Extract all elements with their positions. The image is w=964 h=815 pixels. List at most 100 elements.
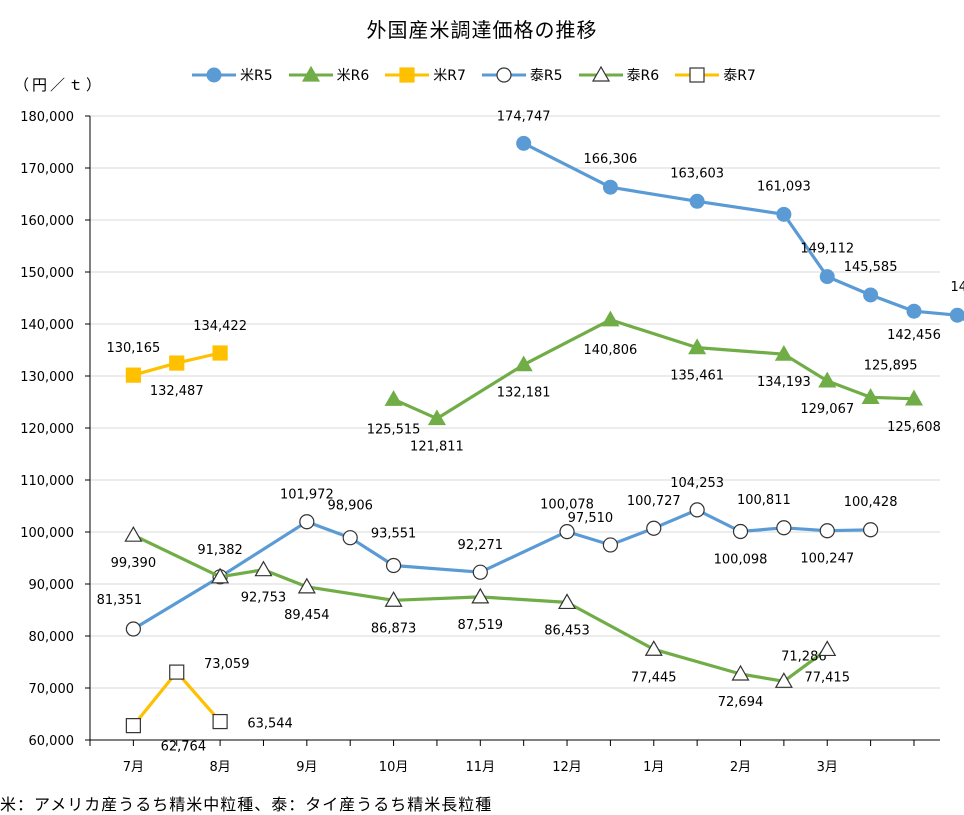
data-point (427, 409, 446, 426)
legend-marker (689, 67, 705, 83)
series-米R6: 125,515 121,811 132,181 140,806 135,461 134,1… (367, 310, 941, 455)
data-point (559, 523, 575, 540)
data-point (125, 718, 141, 734)
data-label: 100,098 (714, 552, 768, 567)
data-label: 100,428 (844, 495, 898, 510)
legend-swatch (192, 67, 236, 83)
data-point (906, 303, 922, 319)
data-point (254, 560, 273, 577)
x-tick-label: 11月 (466, 760, 496, 775)
data-label: 141,694 (950, 280, 964, 295)
data-point (601, 310, 620, 327)
data-label: 174,747 (497, 109, 551, 124)
legend-swatch (675, 67, 720, 83)
legend-label: 泰R5 (529, 68, 563, 84)
legend-item: 泰R6 (577, 65, 659, 85)
data-point (211, 567, 230, 584)
data-label: 125,608 (887, 420, 941, 435)
legend-item: 米R5 (190, 65, 273, 85)
data-point (384, 591, 403, 607)
data-point (297, 577, 316, 594)
data-point (689, 193, 705, 209)
legend-item: 泰R5 (480, 65, 563, 85)
data-point (558, 593, 577, 610)
data-point (731, 664, 750, 681)
x-tick-label: 9月 (296, 760, 317, 775)
legend-marker (301, 65, 320, 82)
y-tick-label: 160,000 (20, 214, 74, 229)
data-point (732, 523, 749, 540)
data-label: 71,286 (781, 649, 827, 664)
data-label: 163,603 (670, 166, 724, 181)
data-point (776, 206, 792, 222)
data-point (212, 345, 228, 361)
x-tick-label: 8月 (209, 760, 230, 775)
legend-label: 泰R7 (723, 68, 756, 84)
series-米R5: 174,747 166,306 163,603 161,093 149,112 145,5… (497, 109, 964, 343)
data-point (688, 338, 707, 355)
data-label: 62,764 (161, 740, 207, 755)
data-label: 87,519 (458, 618, 504, 633)
y-tick-label: 170,000 (20, 162, 74, 177)
data-point (602, 179, 618, 195)
data-point (774, 344, 793, 361)
data-label: 98,906 (327, 499, 373, 514)
data-point (904, 389, 924, 406)
data-point (689, 502, 705, 518)
legend-item: 米R6 (287, 65, 370, 85)
data-point (818, 640, 837, 657)
data-point (602, 537, 619, 553)
legend-marker (399, 67, 415, 83)
data-label: 99,390 (111, 556, 157, 571)
data-point (342, 530, 358, 546)
x-tick-label: 12月 (552, 760, 582, 775)
legend-label: 米R5 (240, 68, 273, 84)
data-point (385, 557, 402, 574)
data-point (169, 664, 185, 680)
data-label: 93,551 (371, 527, 417, 542)
y-axis-unit-label: （円／ｔ） (14, 76, 105, 94)
data-point (949, 307, 964, 323)
series-泰R6: 99,390 92,753 89,454 86,873 87,519 86,453 77,4… (111, 525, 850, 710)
data-label: 97,510 (568, 511, 614, 526)
data-point (472, 564, 488, 580)
data-point (125, 621, 141, 637)
legend-marker (496, 67, 512, 83)
data-label: 72,694 (718, 695, 764, 710)
data-label: 92,271 (458, 538, 504, 553)
y-tick-label: 180,000 (20, 110, 74, 125)
data-point (516, 135, 532, 151)
y-tick-label: 70,000 (29, 682, 75, 697)
series-米R7: 130,165 132,487 134,422 (106, 319, 247, 399)
x-tick-label: 3月 (817, 760, 838, 775)
x-tick-label: 2月 (730, 760, 751, 775)
data-point (299, 514, 315, 530)
series-line (132, 670, 222, 727)
data-label: 121,811 (410, 440, 464, 455)
chart-title: 外国産米調達価格の推移 (366, 18, 598, 42)
data-label: 100,247 (800, 552, 854, 567)
y-tick-label: 140,000 (20, 318, 74, 333)
data-point (774, 672, 793, 688)
data-label: 140,806 (584, 343, 638, 358)
data-point (471, 587, 490, 604)
data-label: 149,112 (800, 242, 854, 257)
data-label: 86,873 (371, 621, 417, 636)
series-泰R7: 62,764 73,059 63,544 (125, 657, 293, 755)
y-tick-label: 100,000 (20, 526, 74, 541)
data-label: 100,078 (540, 498, 594, 513)
legend-marker (206, 67, 222, 83)
y-tick-label: 60,000 (29, 734, 75, 749)
data-label: 81,351 (97, 593, 143, 608)
legend-item: 米R7 (383, 65, 466, 85)
x-tick-label: 7月 (123, 760, 144, 775)
legend-label: 米R6 (336, 68, 370, 84)
y-tick-label: 130,000 (20, 370, 74, 385)
data-point (125, 367, 141, 383)
data-label: 77,415 (804, 670, 850, 685)
series-line (132, 508, 871, 631)
y-tick-label: 110,000 (20, 474, 74, 489)
y-tick-label: 120,000 (20, 422, 74, 437)
data-point (863, 287, 879, 303)
